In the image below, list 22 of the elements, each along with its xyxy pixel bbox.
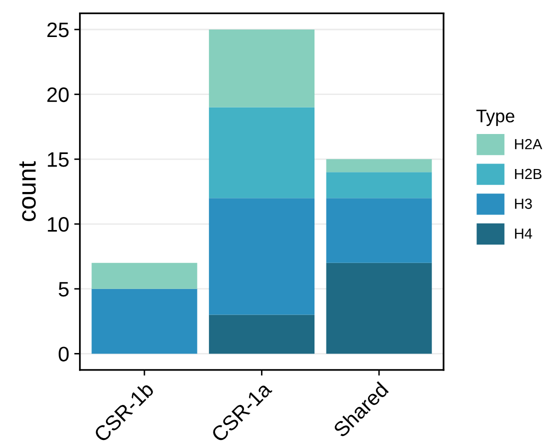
legend-label: H4 <box>515 228 532 239</box>
bar <box>208 107 315 198</box>
y-tick-label: 0 <box>58 346 69 362</box>
bar <box>326 172 432 198</box>
y-tick-label: 15 <box>48 152 69 167</box>
bar <box>208 198 315 315</box>
y-tick-label: 10 <box>48 217 69 232</box>
bar <box>92 262 198 289</box>
bar <box>208 314 315 354</box>
bar <box>92 288 198 354</box>
bar <box>208 30 315 108</box>
legend-label: H2B <box>515 168 542 179</box>
y-tick-label: 20 <box>47 87 69 102</box>
y-axis-title: count <box>19 161 36 222</box>
legend-label: H2A <box>515 138 542 150</box>
legend-title: Type <box>476 110 514 126</box>
y-tick-label: 5 <box>58 282 69 297</box>
y-tick-label: 25 <box>47 22 69 38</box>
bar <box>326 262 432 354</box>
legend-label: H3 <box>515 198 532 209</box>
bar <box>326 198 432 263</box>
bar <box>326 159 432 172</box>
